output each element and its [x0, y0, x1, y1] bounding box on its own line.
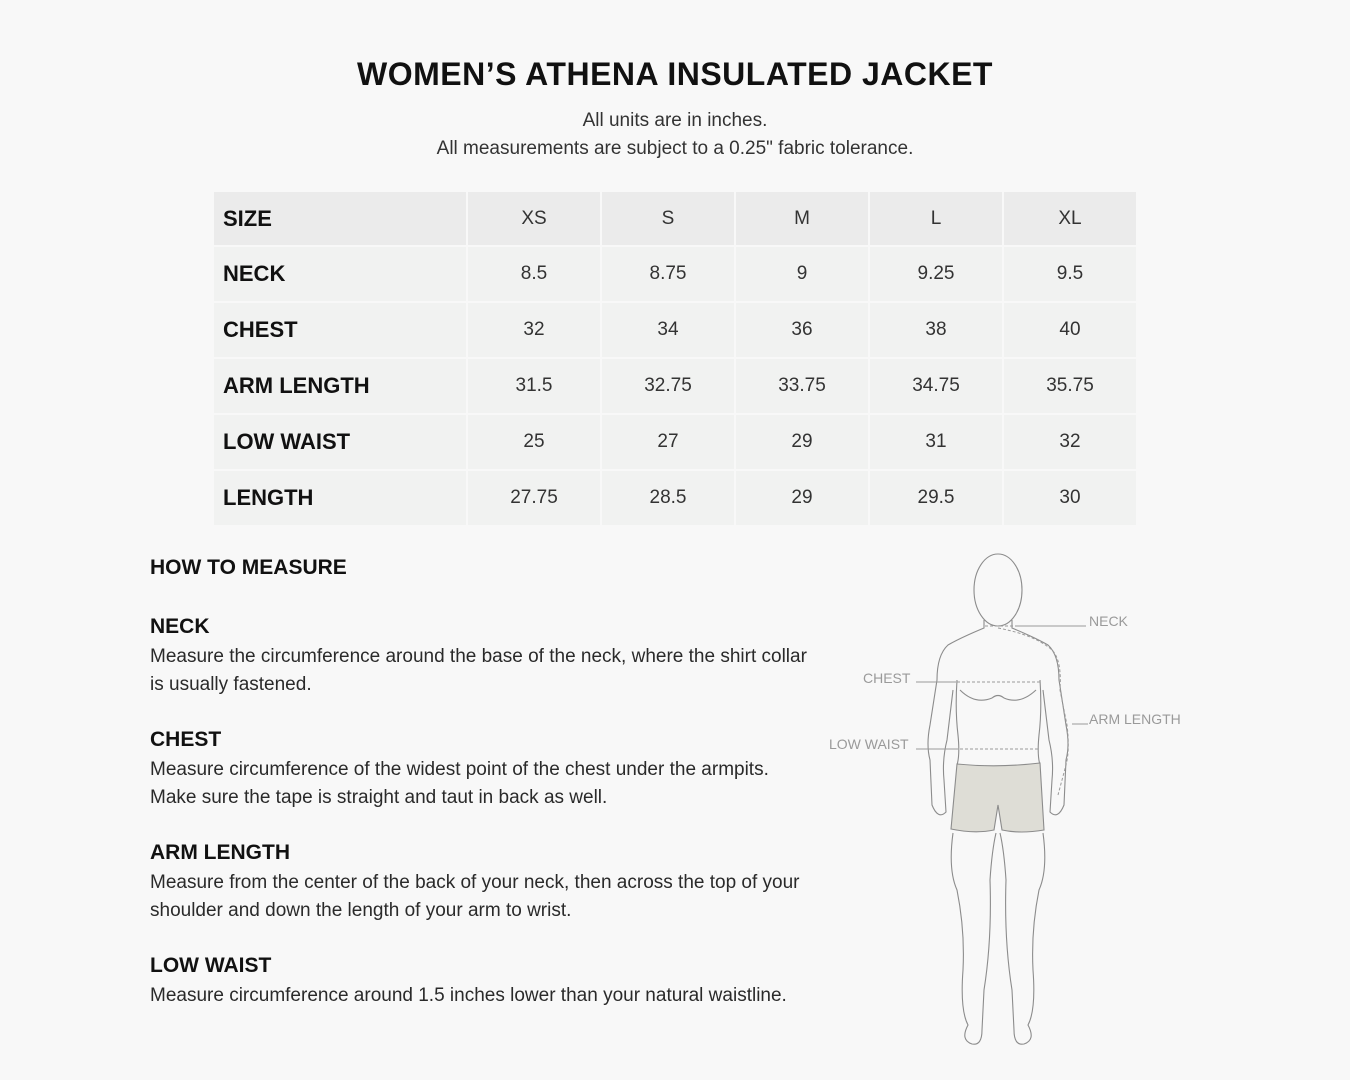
- measure-section: LOW WAIST Measure circumference around 1.…: [150, 952, 820, 1010]
- measurement-value: 38: [868, 301, 1004, 359]
- size-column-header: L: [868, 190, 1004, 247]
- measurement-value: 34: [600, 301, 736, 359]
- measure-section-title: CHEST: [150, 728, 222, 751]
- table-row: LOW WAIST 25 27 29 31 32: [212, 413, 1138, 471]
- how-to-measure-heading: HOW TO MEASURE: [150, 556, 347, 579]
- measurement-value: 32.75: [600, 357, 736, 415]
- size-chart-table: SIZE XS S M L XL NECK 8.5 8.75 9 9.25 9.5 CHES…: [212, 190, 1138, 527]
- measurement-value: 9.25: [868, 245, 1004, 303]
- neck-figure-label: NECK: [1089, 613, 1129, 629]
- measurement-label: LENGTH: [212, 469, 468, 527]
- measurement-value: 9: [734, 245, 870, 303]
- measurement-guides: [957, 625, 1069, 796]
- measurement-label: NECK: [212, 245, 468, 303]
- measurement-value: 29.5: [868, 469, 1004, 527]
- measurement-value: 31.5: [466, 357, 602, 415]
- measurement-value: 30: [1002, 469, 1138, 527]
- measurement-value: 33.75: [734, 357, 870, 415]
- size-column-header: XS: [466, 190, 602, 247]
- measurement-value: 28.5: [600, 469, 736, 527]
- size-column-header: M: [734, 190, 870, 247]
- table-row: ARM LENGTH 31.5 32.75 33.75 34.75 35.75: [212, 357, 1138, 415]
- size-header: SIZE: [212, 190, 468, 247]
- measurement-value: 32: [1002, 413, 1138, 471]
- measurement-value: 32: [466, 301, 602, 359]
- measurement-value: 35.75: [1002, 357, 1138, 415]
- label-leaders: [916, 625, 1088, 750]
- arm-length-figure-label: ARM LENGTH: [1089, 711, 1181, 727]
- measure-section-title: LOW WAIST: [150, 954, 272, 977]
- measure-section-text: Measure from the center of the back of y…: [150, 872, 800, 921]
- measurement-value: 9.5: [1002, 245, 1138, 303]
- body-measurement-figure: NECK CHEST ARM LENGTH LOW WAIST: [829, 553, 1181, 1045]
- measurement-value: 25: [466, 413, 602, 471]
- measurement-label: CHEST: [212, 301, 468, 359]
- measure-section-text: Measure the circumference around the bas…: [150, 646, 807, 695]
- measurement-value: 8.75: [600, 245, 736, 303]
- measurement-value: 34.75: [868, 357, 1004, 415]
- table-row: NECK 8.5 8.75 9 9.25 9.5: [212, 245, 1138, 303]
- measurement-value: 27.75: [466, 469, 602, 527]
- table-header-row: SIZE XS S M L XL: [212, 190, 1138, 247]
- measurement-label: ARM LENGTH: [212, 357, 468, 415]
- measure-section-text: Measure circumference of the widest poin…: [150, 759, 769, 808]
- measurement-value: 29: [734, 413, 870, 471]
- page-title: WOMEN’S ATHENA INSULATED JACKET: [357, 56, 993, 92]
- shorts-shape: [950, 762, 1045, 833]
- low-waist-figure-label: LOW WAIST: [829, 736, 909, 752]
- measurement-value: 36: [734, 301, 870, 359]
- size-column-header: XL: [1002, 190, 1138, 247]
- table-row: LENGTH 27.75 28.5 29 29.5 30: [212, 469, 1138, 527]
- measure-section: NECK Measure the circumference around the…: [150, 613, 820, 699]
- measurement-value: 29: [734, 469, 870, 527]
- measurement-label: LOW WAIST: [212, 413, 468, 471]
- measure-section: ARM LENGTH Measure from the center of the…: [150, 839, 820, 925]
- measurement-value: 31: [868, 413, 1004, 471]
- measure-section-title: ARM LENGTH: [150, 841, 290, 864]
- units-note: All units are in inches.: [582, 110, 768, 131]
- size-column-header: S: [600, 190, 736, 247]
- measure-section-text: Measure circumference around 1.5 inches …: [150, 985, 787, 1006]
- measure-section: CHEST Measure circumference of the widest…: [150, 726, 820, 812]
- chest-figure-label: CHEST: [863, 670, 911, 686]
- measurement-value: 8.5: [466, 245, 602, 303]
- measure-section-title: NECK: [150, 615, 210, 638]
- tolerance-note: All measurements are subject to a 0.25" …: [436, 138, 914, 159]
- measurement-value: 27: [600, 413, 736, 471]
- measurement-value: 40: [1002, 301, 1138, 359]
- table-row: CHEST 32 34 36 38 40: [212, 301, 1138, 359]
